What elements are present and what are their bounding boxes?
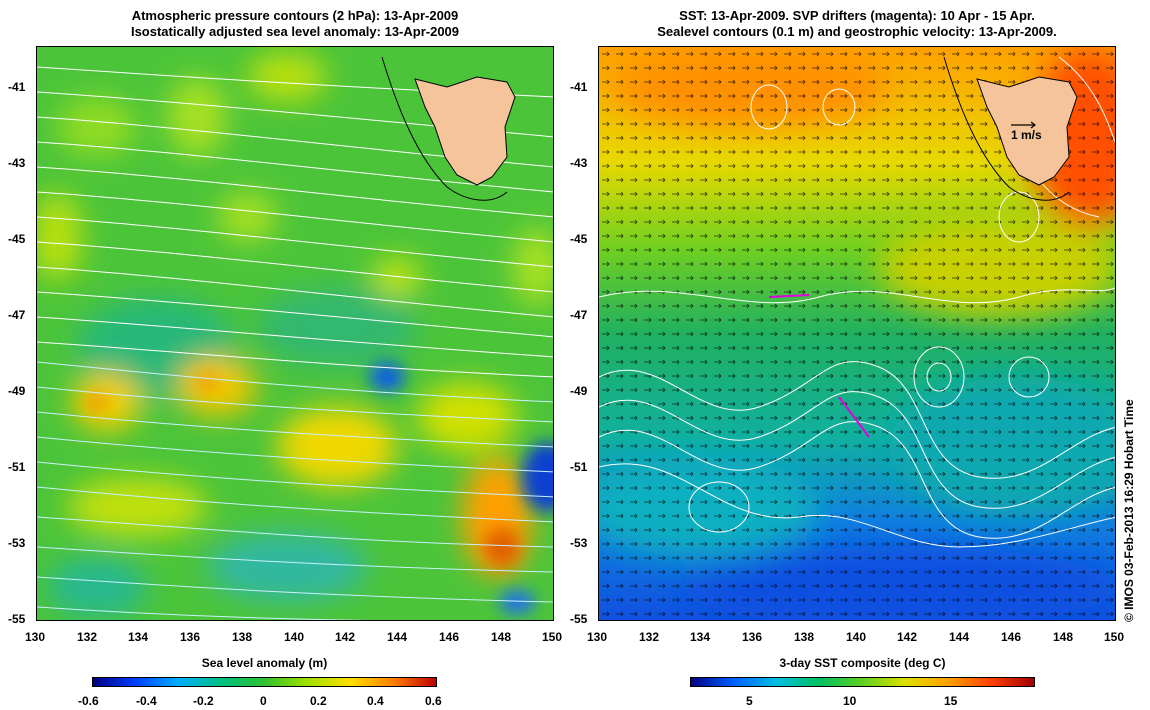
tasmania-land [414,76,516,186]
lat-tick: -43 [570,156,588,170]
lon-tick: 136 [742,630,763,644]
sla-colorbar [92,677,437,687]
lon-tick: 142 [335,630,356,644]
sla-colorbar-tick: 0.4 [367,694,384,708]
lon-tick: 140 [846,630,867,644]
imos-credit: © IMOS 03-Feb-2013 16:29 Hobart Time [1122,399,1136,622]
sla-colorbar-label: Sea level anomaly (m) [201,656,328,670]
sst-colorbar [690,677,1035,687]
sla-colorbar-tick: -0.2 [193,694,214,708]
lon-tick: 142 [897,630,918,644]
lat-tick: -53 [570,536,588,550]
left-title-line2: Isostatically adjusted sea level anomaly… [130,24,460,39]
lat-tick: -47 [8,308,26,322]
sla-colorbar-tick: -0.4 [136,694,157,708]
lat-tick: -55 [570,612,588,626]
sst-colorbar-tick: 5 [746,694,753,708]
lon-tick: 148 [1053,630,1074,644]
lon-tick: 138 [794,630,815,644]
lon-tick: 136 [180,630,201,644]
right-title-line1: SST: 13-Apr-2009. SVP drifters (magenta)… [679,8,1035,23]
lat-tick: -51 [8,460,26,474]
lon-tick: 144 [949,630,970,644]
lon-tick: 138 [232,630,253,644]
lat-tick: -51 [570,460,588,474]
sla-colorbar-tick: 0.2 [310,694,327,708]
lat-tick: -41 [8,80,26,94]
sst-colorbar-tick: 15 [944,694,958,708]
left-title-line1: Atmospheric pressure contours (2 hPa): 1… [131,8,459,23]
sst-map: 1 m/s [598,46,1116,621]
lat-tick: -53 [8,536,26,550]
tasmania-land-sst [976,76,1078,186]
sea-level-anomaly-map [36,46,554,621]
lon-tick: 148 [491,630,512,644]
lat-tick: -45 [570,232,588,246]
lat-tick: -49 [8,384,26,398]
lat-tick: -55 [8,612,26,626]
lon-tick: 150 [1104,630,1125,644]
right-title-line2: Sealevel contours (0.1 m) and geostrophi… [657,24,1057,39]
velocity-scale-arrow [1011,121,1036,129]
lat-tick: -43 [8,156,26,170]
lon-tick: 146 [1001,630,1022,644]
lon-tick: 130 [25,630,46,644]
lat-tick: -41 [570,80,588,94]
lon-tick: 150 [542,630,563,644]
sla-map-svg [37,47,553,620]
sst-map-svg: 1 m/s [599,47,1115,620]
lon-tick: 146 [439,630,460,644]
lon-tick: 130 [587,630,608,644]
lat-tick: -47 [570,308,588,322]
sst-colorbar-label: 3-day SST composite (deg C) [779,656,946,670]
lon-tick: 140 [284,630,305,644]
lon-tick: 134 [690,630,711,644]
lon-tick: 132 [77,630,98,644]
lon-tick: 132 [639,630,660,644]
lat-tick: -49 [570,384,588,398]
sst-colorbar-tick: 10 [843,694,857,708]
lat-tick: -45 [8,232,26,246]
lon-tick: 144 [387,630,408,644]
lon-tick: 134 [128,630,149,644]
sla-colorbar-tick: 0.6 [425,694,442,708]
velocity-scale-label: 1 m/s [1011,128,1042,142]
sla-colorbar-tick: 0 [260,694,267,708]
sla-colorbar-tick: -0.6 [78,694,99,708]
